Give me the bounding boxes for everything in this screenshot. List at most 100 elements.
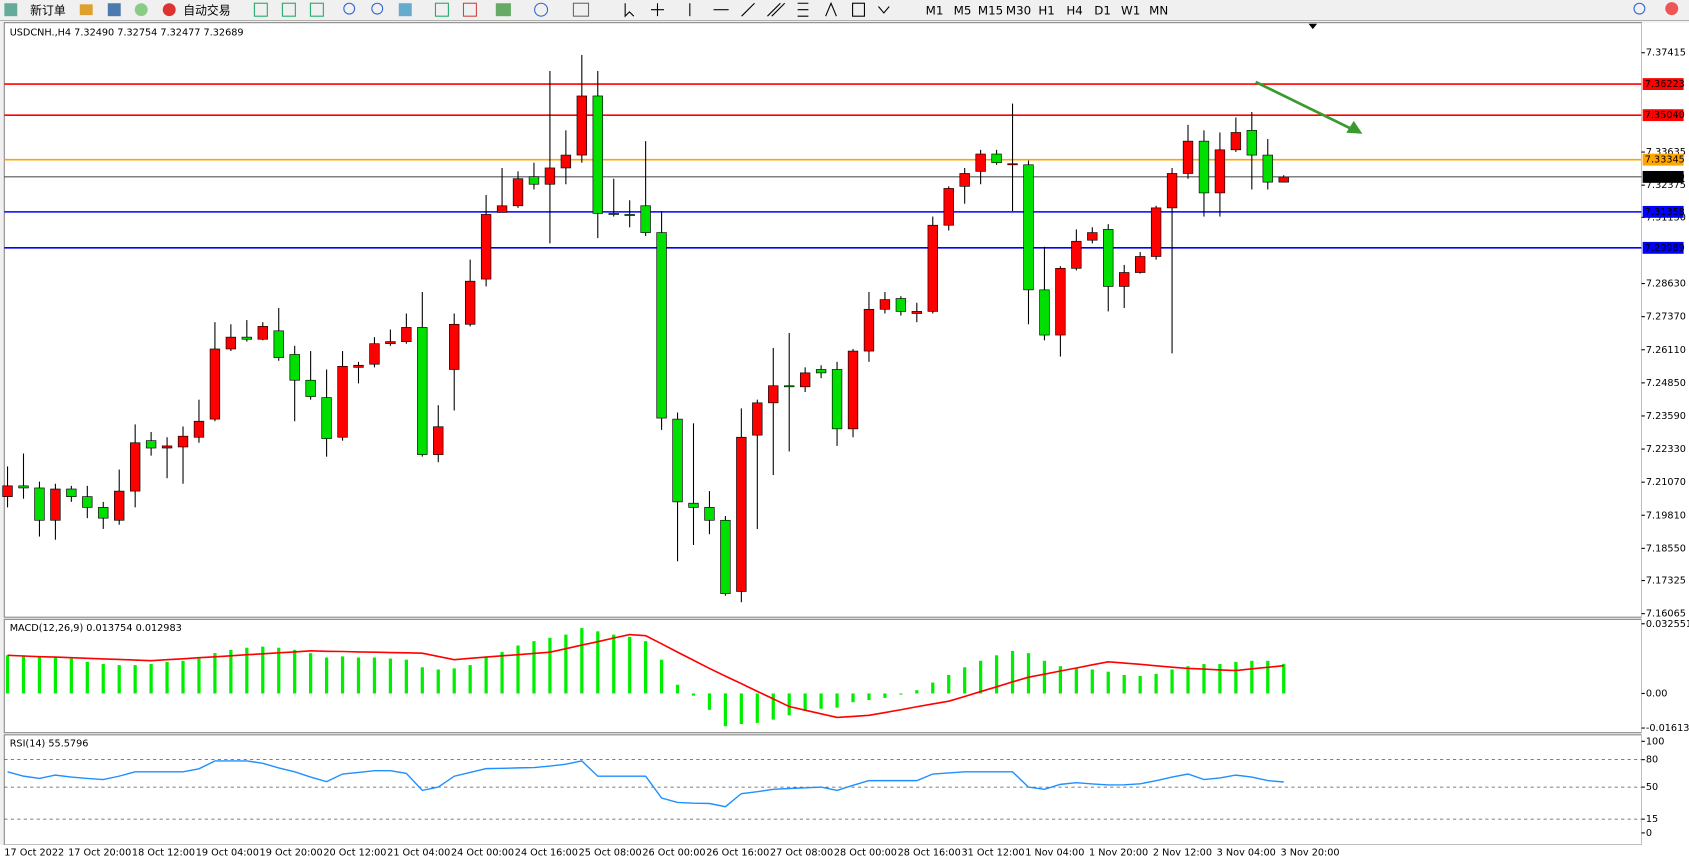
icon[interactable] [398,3,412,17]
trendline-icon[interactable] [741,2,755,17]
macd-bar [181,660,185,694]
macd-bar [1250,660,1254,694]
x-tick-label: 26 Oct 16:00 [706,847,769,858]
macd-bar [5,655,10,694]
icon[interactable] [572,2,590,17]
candle-body [449,323,460,370]
level-label-bg [1642,205,1684,218]
timeframe-button[interactable]: D1 [1094,3,1111,17]
macd-bar [819,693,823,709]
candle-body [1055,267,1066,336]
candle-body [1166,173,1178,209]
timeframe-button[interactable]: MN [1149,3,1168,17]
icon[interactable] [371,2,384,15]
y-tick-label: 0 [1646,828,1652,839]
icon[interactable] [309,2,324,17]
main-pane [3,22,1643,618]
icon[interactable] [253,2,268,17]
candle-body [879,299,891,310]
y-tick-label: 100 [1646,736,1664,747]
candle-body [1262,154,1273,183]
timeframe-button[interactable]: H1 [1038,3,1054,17]
text-icon[interactable] [825,1,837,17]
macd-bar [548,637,552,694]
label-icon[interactable] [852,2,865,17]
icon[interactable] [162,3,176,17]
level-label-bg [1642,170,1684,183]
macd-bar [420,667,424,694]
timeframe-button[interactable]: W1 [1121,3,1140,17]
icon[interactable] [434,2,449,17]
candle-body [1246,130,1257,156]
macd-bar [580,628,584,694]
macd-bar [85,661,89,694]
channel-icon[interactable] [767,2,786,17]
candle-body [417,327,428,455]
macd-bar [468,665,472,694]
macd-bar [500,652,504,694]
candle-body [1278,176,1289,183]
timeframe-button[interactable]: M1 [926,3,944,17]
icon[interactable] [107,3,121,17]
icon[interactable] [4,3,18,17]
search-icon[interactable] [1633,2,1646,15]
arrow-icon[interactable] [878,6,890,14]
candle-body [1198,140,1210,194]
macd-bar [69,658,73,694]
y-tick-label: 7.23590 [1646,411,1686,422]
candle-body [1087,232,1098,241]
fibo-icon[interactable] [797,2,809,17]
y-tick-label: 7.16065 [1646,609,1686,620]
cursor-icon[interactable] [624,3,635,18]
icon[interactable] [343,2,356,15]
macd-bar [356,657,361,694]
x-tick-label: 24 Oct 00:00 [451,847,514,858]
timeframe-button[interactable]: M30 [1006,3,1031,17]
y-tick-label: 7.19810 [1646,510,1686,521]
timeframe-button[interactable]: M5 [954,3,972,17]
x-tick-label: 17 Oct 20:00 [68,847,131,858]
macd-bar [1154,673,1158,694]
x-tick-label: 28 Oct 00:00 [834,847,897,858]
candle-body [784,385,795,388]
y-tick-label: -0.016137 [1646,723,1689,734]
rsi-pane [3,734,1643,846]
x-tick-label: 19 Oct 20:00 [260,847,323,858]
candle-body [464,280,476,325]
icon[interactable] [462,2,477,17]
macd-bar [1282,664,1286,694]
timeframe-button[interactable]: H4 [1066,3,1082,17]
auto-trading[interactable]: 自动交易 [183,3,230,17]
candle-body [337,365,348,438]
macd-title: MACD(12,26,9) 0.013754 0.012983 [10,623,182,634]
level-label-bg [1642,109,1684,122]
x-tick-label: 28 Oct 16:00 [898,847,961,858]
x-tick-label: 31 Oct 12:00 [961,847,1024,858]
macd-bar [37,656,42,694]
account-icon[interactable] [1665,2,1679,16]
y-tick-label: 7.18550 [1646,543,1686,554]
macd-bar [596,631,600,694]
macd-bar [947,674,951,694]
macd-bar [484,656,488,694]
macd-bar [213,653,217,694]
timeframe-button[interactable]: M15 [978,3,1003,17]
macd-bar [771,693,775,720]
macd-bar [293,649,297,694]
candle-body [1214,149,1226,194]
candle-body [576,95,588,156]
candle-body [975,153,986,172]
crosshair-icon[interactable] [651,3,664,17]
level-label: 7.32689 [1645,172,1685,183]
icon[interactable] [534,2,549,17]
candle-body [321,397,332,439]
icon[interactable] [79,4,93,16]
icon[interactable] [281,2,296,17]
y-tick-label: 7.31150 [1646,212,1686,223]
macd-bar [53,657,58,694]
candle-body [911,311,922,314]
new-order[interactable]: 新订单 [30,3,66,17]
icon[interactable] [134,3,148,17]
icon[interactable] [495,3,511,17]
